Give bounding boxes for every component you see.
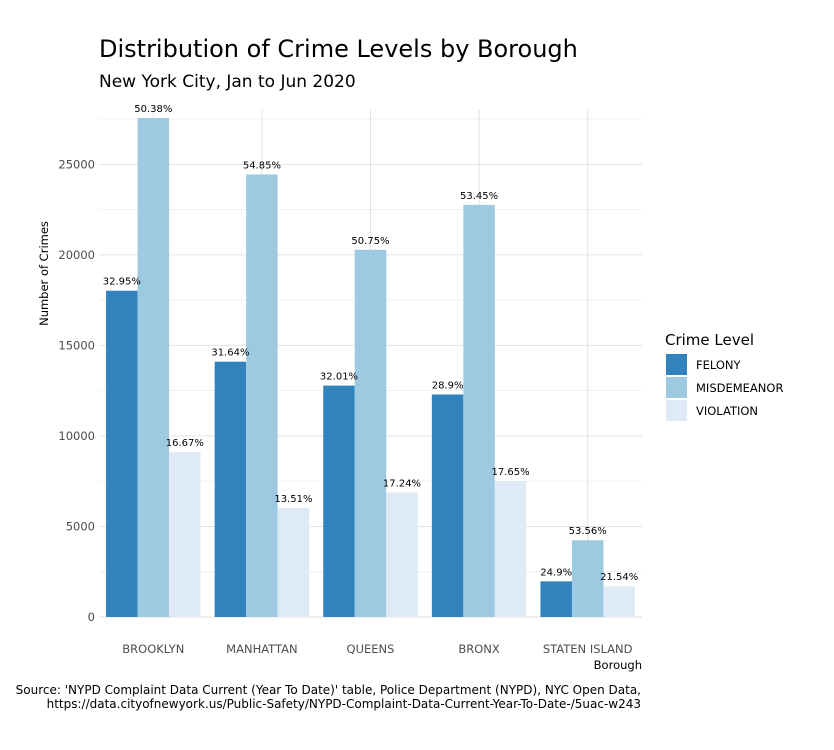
y-tick-label: 5000 bbox=[66, 519, 95, 533]
legend-title: Crime Level bbox=[665, 331, 754, 349]
bar-felony-queens bbox=[323, 385, 355, 617]
x-axis-title: Borough bbox=[594, 658, 642, 672]
source-caption: Source: 'NYPD Complaint Data Current (Ye… bbox=[16, 683, 641, 711]
bar-misdemeanor-brooklyn bbox=[137, 117, 170, 618]
bar-chart: 32.95% 50.38% 16.67% 31.64% 54.85% 13.51% 32.0… bbox=[37, 104, 783, 672]
legend-key-misdemeanor bbox=[666, 377, 687, 398]
y-tick-label: 10000 bbox=[58, 429, 95, 443]
data-label: 17.24% bbox=[383, 478, 421, 489]
data-label: 50.38% bbox=[134, 104, 172, 115]
y-tick-label: 15000 bbox=[58, 338, 95, 352]
data-label: 17.65% bbox=[492, 467, 530, 478]
caption-line-2: https://data.cityofnewyork.us/Public-Saf… bbox=[46, 697, 641, 711]
data-label: 31.64% bbox=[211, 348, 249, 359]
x-tick-label: BRONX bbox=[458, 642, 500, 656]
bar-felony-staten-island bbox=[540, 581, 572, 617]
bar-violation-brooklyn bbox=[169, 451, 201, 617]
bar-felony-bronx bbox=[431, 394, 464, 617]
bar-misdemeanor-manhattan bbox=[246, 174, 278, 617]
data-label: 13.51% bbox=[274, 494, 312, 505]
data-label: 53.45% bbox=[460, 191, 498, 202]
data-label: 32.01% bbox=[320, 372, 358, 383]
x-tick-label: BROOKLYN bbox=[122, 642, 184, 656]
x-tick-label: STATEN ISLAND bbox=[543, 642, 633, 656]
bar-misdemeanor-bronx bbox=[463, 204, 495, 618]
legend-key-felony bbox=[666, 354, 687, 375]
data-label: 32.95% bbox=[103, 277, 141, 288]
caption-line-1: Source: 'NYPD Complaint Data Current (Ye… bbox=[15, 683, 641, 697]
bar-violation-bronx bbox=[494, 481, 527, 617]
bar-felony-brooklyn bbox=[106, 290, 138, 617]
bar-violation-manhattan bbox=[277, 507, 310, 617]
y-tick-label: 0 bbox=[88, 610, 95, 624]
bar-misdemeanor-staten-island bbox=[571, 540, 604, 617]
legend-label: MISDEMEANOR bbox=[696, 381, 783, 395]
legend: Crime Level FELONY MISDEMEANOR VIOLATION bbox=[665, 331, 783, 421]
legend-key-violation bbox=[666, 400, 687, 421]
chart-title: Distribution of Crime Levels by Borough bbox=[99, 35, 578, 63]
data-label: 16.67% bbox=[166, 438, 204, 449]
x-tick-label: MANHATTAN bbox=[226, 642, 297, 656]
legend-label: VIOLATION bbox=[696, 404, 758, 418]
y-axis-title: Number of Crimes bbox=[37, 221, 51, 326]
data-label: 24.9% bbox=[540, 567, 572, 578]
x-tick-label: QUEENS bbox=[347, 642, 395, 656]
data-label: 28.9% bbox=[432, 380, 464, 391]
y-tick-label: 20000 bbox=[58, 248, 95, 262]
y-tick-label: 25000 bbox=[58, 157, 95, 171]
bar-violation-staten-island bbox=[603, 586, 635, 617]
bar-felony-manhattan bbox=[214, 361, 247, 617]
data-label: 54.85% bbox=[243, 160, 281, 171]
data-labels: 32.95% 50.38% 16.67% 31.64% 54.85% 13.51% 32.0… bbox=[103, 104, 639, 583]
bar-violation-queens bbox=[386, 492, 418, 617]
chart-subtitle: New York City, Jan to Jun 2020 bbox=[99, 72, 356, 92]
data-label: 50.75% bbox=[351, 236, 389, 247]
legend-label: FELONY bbox=[696, 358, 742, 372]
bar-misdemeanor-queens bbox=[354, 249, 387, 617]
axes: 0 5000 10000 15000 20000 25000 BROOKLYN MANHATT… bbox=[37, 157, 642, 672]
bars bbox=[106, 117, 635, 618]
data-label: 21.54% bbox=[600, 572, 638, 583]
data-label: 53.56% bbox=[569, 526, 607, 537]
